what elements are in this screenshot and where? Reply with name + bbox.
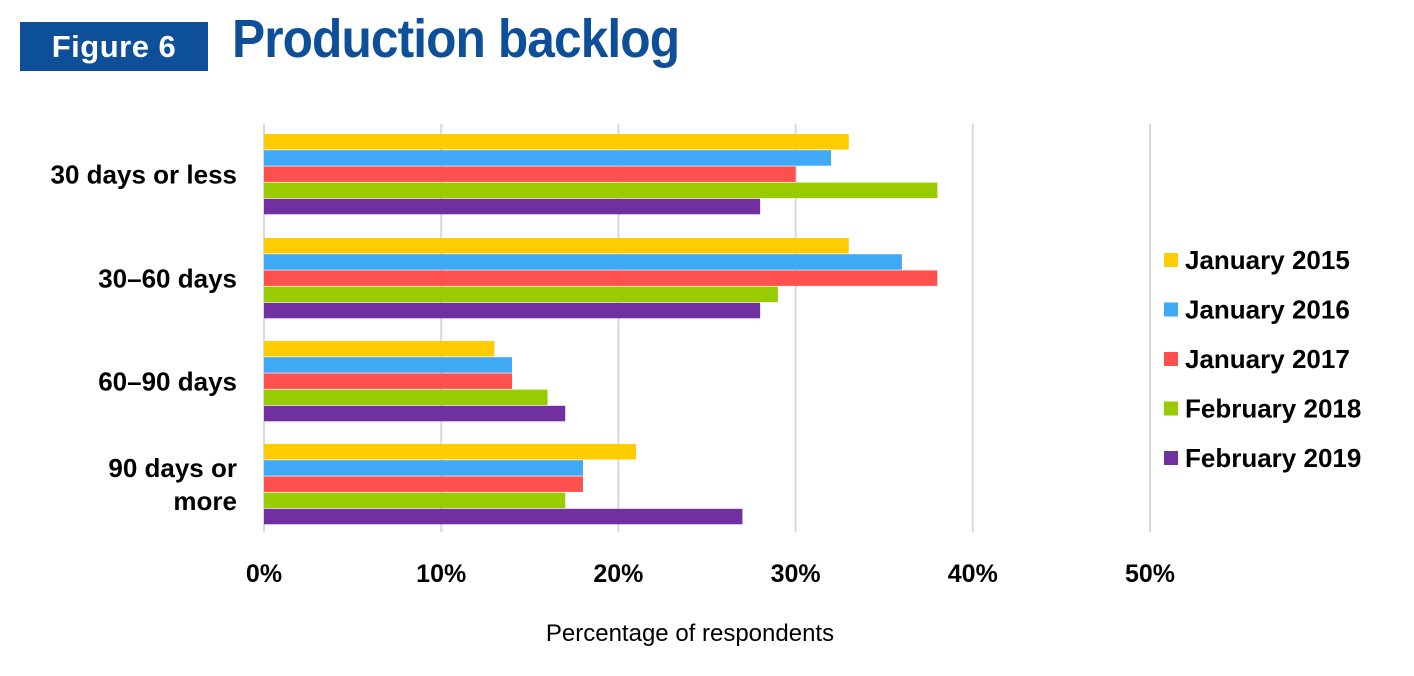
legend-swatch bbox=[1164, 401, 1178, 416]
bar bbox=[264, 444, 637, 460]
bar bbox=[264, 373, 513, 389]
legend-label: January 2015 bbox=[1185, 245, 1350, 275]
bar bbox=[264, 134, 849, 150]
category-label: 30–60 days bbox=[98, 264, 237, 294]
x-tick-label: 0% bbox=[246, 560, 282, 588]
legend-label: January 2017 bbox=[1185, 344, 1350, 374]
bar bbox=[264, 286, 778, 303]
category-label: 90 days or bbox=[108, 453, 237, 483]
legend-label: January 2016 bbox=[1185, 295, 1350, 325]
category-label: 30 days or less bbox=[51, 160, 237, 190]
bar bbox=[264, 198, 761, 215]
bar bbox=[264, 508, 743, 525]
figure-label: Figure 6 bbox=[20, 22, 208, 71]
bar bbox=[264, 238, 849, 254]
bar bbox=[264, 270, 938, 286]
x-tick-label: 20% bbox=[593, 560, 643, 588]
bar bbox=[264, 254, 902, 270]
x-tick-label: 30% bbox=[771, 560, 821, 588]
bar bbox=[264, 492, 566, 509]
legend-swatch bbox=[1164, 352, 1178, 366]
legend-swatch bbox=[1164, 253, 1178, 267]
bar bbox=[264, 182, 938, 199]
x-axis-title: Percentage of respondents bbox=[546, 620, 834, 647]
bar bbox=[264, 150, 832, 166]
bar bbox=[264, 460, 583, 476]
category-label: more bbox=[173, 486, 237, 516]
bar bbox=[264, 476, 583, 492]
chart-title: Production backlog bbox=[232, 9, 680, 69]
bar bbox=[264, 405, 566, 422]
bar bbox=[264, 357, 513, 373]
legend-label: February 2018 bbox=[1185, 394, 1361, 424]
x-tick-label: 50% bbox=[1125, 560, 1175, 588]
bar bbox=[264, 341, 495, 357]
bar bbox=[264, 389, 548, 406]
x-tick-label: 40% bbox=[948, 560, 998, 588]
legend-swatch bbox=[1164, 302, 1178, 317]
legend-swatch bbox=[1164, 451, 1178, 465]
bar bbox=[264, 302, 761, 319]
bar bbox=[264, 166, 796, 182]
legend-label: February 2019 bbox=[1185, 443, 1361, 473]
x-tick-label: 10% bbox=[416, 560, 466, 588]
category-label: 60–90 days bbox=[98, 367, 237, 397]
